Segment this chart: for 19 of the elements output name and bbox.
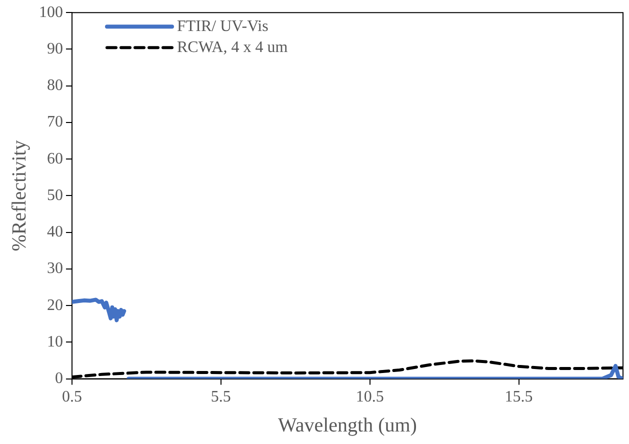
x-tick-label: 5.5 bbox=[210, 388, 231, 406]
y-tick-label: 10 bbox=[47, 333, 63, 350]
y-tick-label: 70 bbox=[47, 114, 63, 131]
x-tick-label: 15.5 bbox=[504, 388, 533, 406]
y-tick-label: 60 bbox=[47, 150, 63, 168]
x-tick-label: 0.5 bbox=[62, 388, 82, 406]
y-tick-label: 50 bbox=[47, 186, 63, 204]
legend-label: RCWA, 4 x 4 um bbox=[177, 38, 288, 56]
y-tick-label: 80 bbox=[47, 77, 63, 94]
x-tick-label: 10.5 bbox=[356, 388, 384, 406]
legend-label: FTIR/ UV-Vis bbox=[177, 18, 268, 35]
y-axis-title: %Reflectivity bbox=[8, 140, 30, 252]
y-tick-label: 20 bbox=[47, 296, 63, 314]
y-tick-label: 0 bbox=[55, 370, 63, 388]
x-axis-title: Wavelength (um) bbox=[278, 414, 417, 436]
y-tick-label: 100 bbox=[39, 4, 63, 21]
y-tick-label: 40 bbox=[47, 224, 63, 241]
y-tick-label: 30 bbox=[47, 260, 63, 278]
y-tick-label: 90 bbox=[47, 40, 63, 58]
